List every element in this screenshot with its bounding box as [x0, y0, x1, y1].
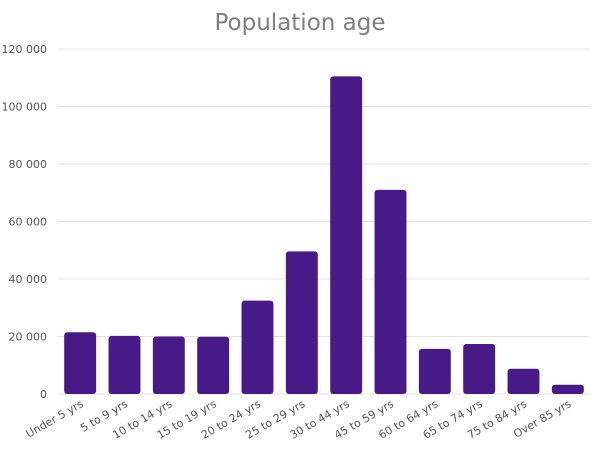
x-tick-label: Under 5 yrs [24, 397, 86, 440]
grid-layer [58, 48, 590, 395]
y-tick-label: 120 000 [2, 43, 48, 56]
y-axis: 0 20 000 40 000 60 000 80 000 100 000 120 000 [2, 43, 48, 401]
bar[interactable] [463, 343, 496, 394]
y-tick-label: 60 000 [9, 216, 48, 229]
bar[interactable] [108, 335, 141, 394]
chart-title: Population age [214, 10, 386, 36]
bar[interactable] [330, 76, 363, 394]
bar[interactable] [374, 189, 407, 394]
bar[interactable] [418, 348, 451, 394]
y-tick-label: 0 [40, 388, 47, 401]
y-tick-label: 40 000 [9, 273, 48, 286]
bar[interactable] [551, 384, 584, 394]
bar[interactable] [285, 251, 318, 394]
bar[interactable] [152, 336, 185, 395]
bar[interactable] [64, 332, 97, 394]
bars [64, 76, 584, 394]
bar[interactable] [241, 300, 274, 394]
bar[interactable] [507, 368, 540, 394]
y-tick-label: 80 000 [9, 158, 48, 171]
bar[interactable] [197, 336, 230, 394]
y-tick-label: 100 000 [2, 101, 48, 114]
y-tick-label: 20 000 [9, 331, 48, 344]
